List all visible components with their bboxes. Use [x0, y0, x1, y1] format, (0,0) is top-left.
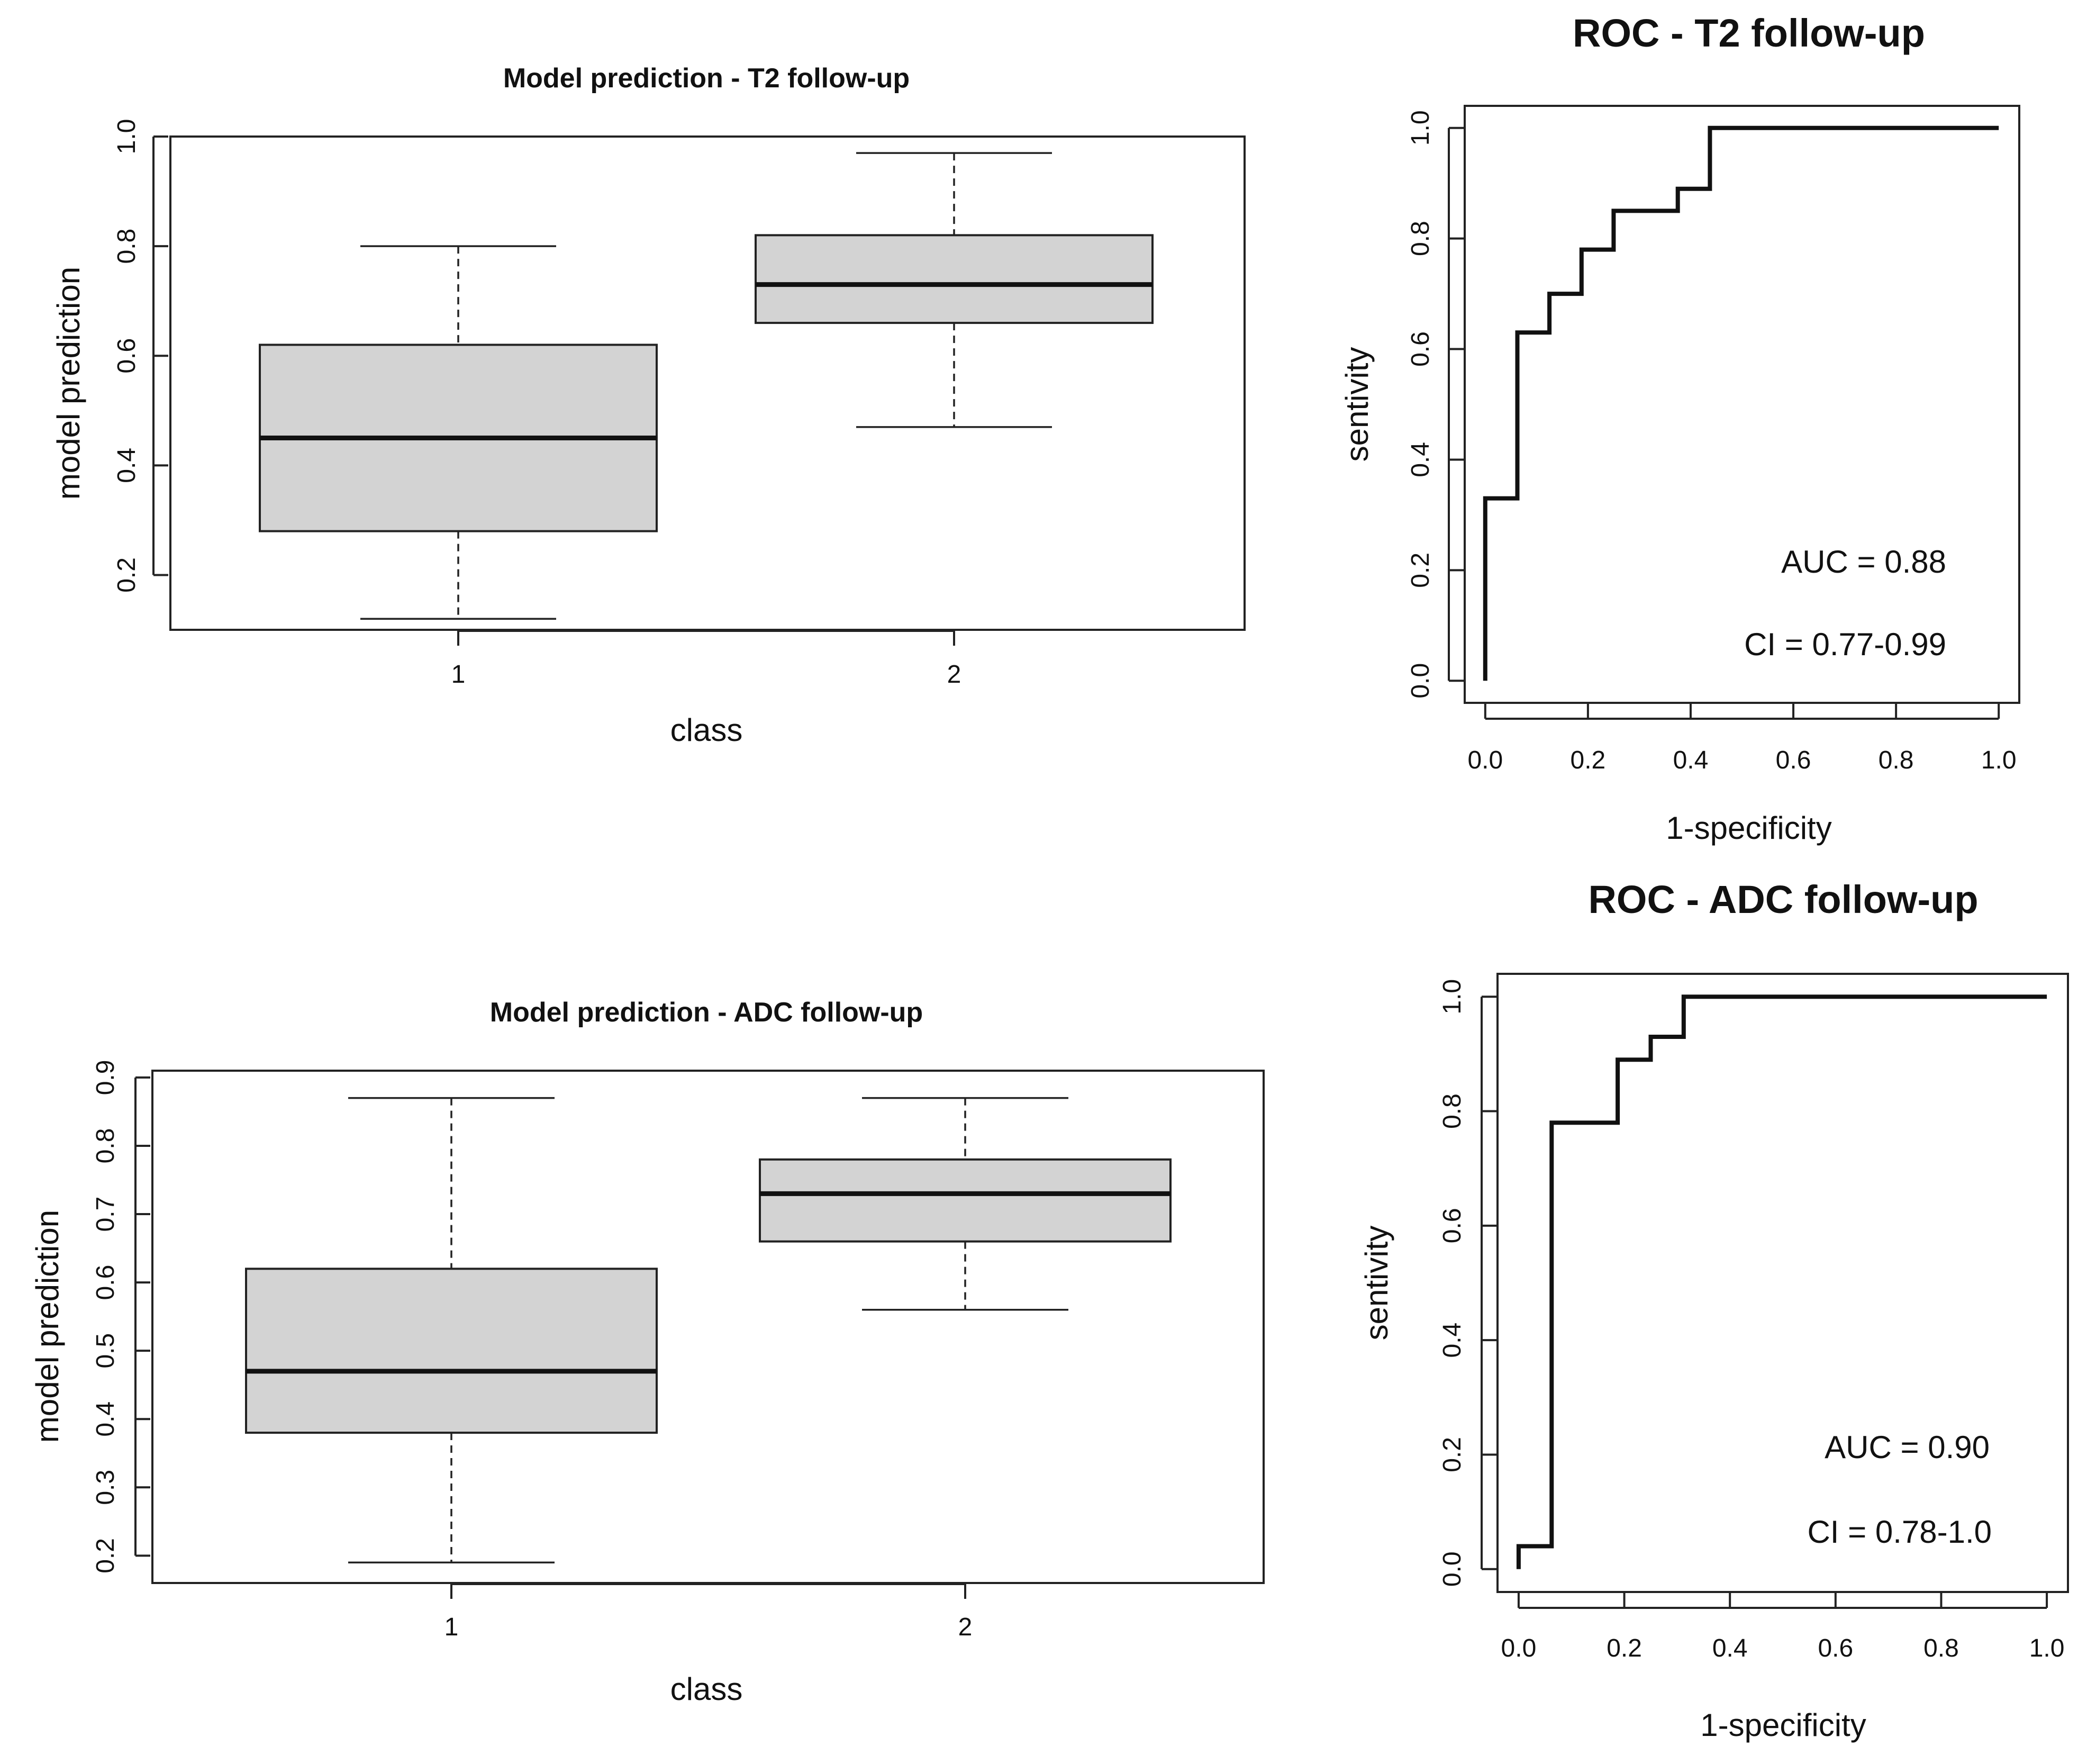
x-tick-label: 1 — [444, 1613, 459, 1641]
box-1 — [245, 1097, 658, 1564]
y-tick-label: 0.4 — [1438, 1323, 1466, 1358]
x-axis-label: 1-specificity — [1700, 1707, 1866, 1743]
chart-title: Model prediction - ADC follow-up — [490, 997, 923, 1028]
y-tick-label: 0.0 — [1407, 663, 1435, 699]
y-axis: 0.0 0.2 0.4 0.6 0.8 1.0 — [1407, 110, 1464, 699]
boxplot-adc-panel: Model prediction - ADC follow-up class m… — [30, 997, 1265, 1707]
x-tick-label: 0.8 — [1923, 1634, 1959, 1662]
box-1 — [259, 245, 658, 620]
x-tick-label: 0.0 — [1501, 1634, 1537, 1662]
y-axis: 0.2 0.4 0.6 0.8 1.0 — [113, 119, 168, 593]
y-axis: 0.2 0.3 0.4 0.5 0.6 0.7 0.8 0.9 — [92, 1060, 150, 1573]
roc-curve — [1516, 994, 2047, 1569]
iqr-box — [755, 234, 1154, 324]
plot-frame — [1464, 105, 2020, 704]
y-tick-label: 0.8 — [1407, 221, 1435, 256]
y-tick-label: 0.4 — [92, 1401, 120, 1437]
x-tick-label: 0.2 — [1607, 1634, 1642, 1662]
y-tick-label: 0.8 — [92, 1128, 120, 1164]
box-marks — [245, 1097, 1172, 1564]
y-tick-label: 1.0 — [1407, 110, 1435, 146]
auc-annotation: AUC = 0.90 — [1825, 1430, 1990, 1465]
y-tick-label: 0.4 — [1407, 442, 1435, 477]
auc-annotation: AUC = 0.88 — [1781, 544, 1946, 580]
box-2 — [755, 152, 1154, 428]
x-tick-label: 0.4 — [1673, 746, 1709, 774]
roc-marks — [1483, 125, 1999, 681]
x-tick-label: 1.0 — [2029, 1634, 2065, 1662]
y-tick-label: 0.6 — [113, 338, 141, 374]
y-tick-label: 0.6 — [1438, 1208, 1466, 1243]
chart-title: ROC - ADC follow-up — [1588, 878, 1978, 921]
x-tick-label: 2 — [958, 1613, 973, 1641]
ci-annotation: CI = 0.78-1.0 — [1807, 1514, 1992, 1550]
y-tick-label: 0.0 — [1438, 1551, 1466, 1587]
iqr-box — [759, 1158, 1172, 1243]
x-tick-label: 0.4 — [1712, 1634, 1748, 1662]
y-tick-label: 1.0 — [1438, 979, 1466, 1015]
x-tick-label: 0.2 — [1571, 746, 1606, 774]
x-axis: 0.0 0.2 0.4 0.6 0.8 1.0 — [1467, 704, 2017, 774]
x-tick-label: 1 — [451, 661, 466, 689]
y-tick-label: 0.8 — [113, 229, 141, 264]
y-tick-label: 0.2 — [113, 557, 141, 593]
box-2 — [759, 1097, 1172, 1311]
y-tick-label: 0.5 — [92, 1333, 120, 1369]
y-tick-label: 0.2 — [1407, 553, 1435, 588]
x-tick-label: 0.6 — [1818, 1634, 1853, 1662]
roc-curve — [1483, 125, 1999, 681]
x-axis-label: class — [670, 1671, 743, 1707]
y-tick-label: 0.2 — [1438, 1437, 1466, 1472]
ci-annotation: CI = 0.77-0.99 — [1744, 627, 1946, 662]
chart-title: Model prediction - T2 follow-up — [503, 63, 910, 94]
roc-adc-panel: ROC - ADC follow-up 1-specificity sentiv… — [1359, 878, 2069, 1743]
x-tick-label: 0.6 — [1776, 746, 1811, 774]
x-tick-label: 0.8 — [1879, 746, 1914, 774]
x-tick-label: 1.0 — [1981, 746, 2017, 774]
y-axis-label: model prediction — [51, 267, 86, 500]
y-tick-label: 1.0 — [113, 119, 141, 155]
x-axis-label: 1-specificity — [1666, 810, 1831, 846]
iqr-box — [245, 1268, 658, 1434]
y-axis-label: sentivity — [1339, 347, 1375, 462]
roc-marks — [1516, 994, 2047, 1569]
x-tick-label: 0.0 — [1467, 746, 1503, 774]
chart-title: ROC - T2 follow-up — [1573, 11, 1925, 55]
y-tick-label: 0.6 — [1407, 331, 1435, 367]
y-tick-label: 0.7 — [92, 1197, 120, 1232]
y-tick-label: 0.8 — [1438, 1093, 1466, 1129]
plot-frame — [1496, 973, 2069, 1593]
roc-t2-panel: ROC - T2 follow-up 1-specificity sentivi… — [1339, 11, 2020, 846]
x-tick-label: 2 — [947, 661, 961, 689]
y-axis-label: model prediction — [30, 1210, 65, 1443]
y-axis: 0.0 0.2 0.4 0.6 0.8 1.0 — [1438, 979, 1496, 1587]
x-axis-label: class — [670, 712, 743, 748]
y-tick-label: 0.6 — [92, 1265, 120, 1300]
y-axis-label: sentivity — [1359, 1226, 1394, 1341]
boxplot-t2-panel: Model prediction - T2 follow-up class mo… — [51, 63, 1246, 748]
x-axis: 0.0 0.2 0.4 0.6 0.8 1.0 — [1501, 1593, 2065, 1662]
y-tick-label: 0.2 — [92, 1538, 120, 1573]
y-tick-label: 0.4 — [113, 448, 141, 483]
y-tick-label: 0.3 — [92, 1470, 120, 1505]
box-marks — [259, 152, 1154, 620]
y-tick-label: 0.9 — [92, 1060, 120, 1096]
